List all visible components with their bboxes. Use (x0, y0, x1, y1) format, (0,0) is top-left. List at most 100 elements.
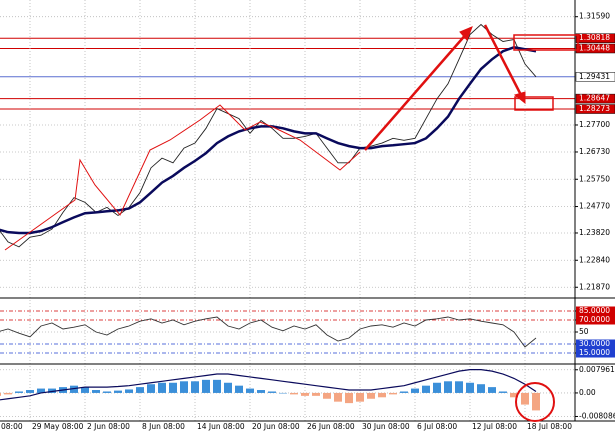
y-tick-label: 30.0000 (579, 339, 610, 348)
histogram-bar (224, 382, 232, 393)
histogram-bar (532, 392, 540, 411)
histogram-bar (169, 382, 177, 393)
price-label: 1.28647 (579, 94, 610, 103)
price-label: 1.30818 (579, 33, 610, 42)
highlight-box (513, 34, 579, 51)
histogram-bar (290, 392, 298, 395)
y-tick-label: 1.23820 (579, 228, 610, 237)
histogram-bar (312, 392, 320, 396)
price-label: 1.28273 (579, 104, 610, 113)
histogram-bar (37, 388, 45, 393)
histogram-bar (378, 392, 386, 398)
x-tick-label: 8 Jun 08:00 (142, 422, 185, 431)
histogram-bar (180, 381, 188, 393)
x-tick-label: 26 Jun 08:00 (307, 422, 355, 431)
histogram-bar (136, 387, 144, 393)
price-label-bg (575, 93, 615, 104)
histogram-bar (323, 392, 331, 399)
price-label-bg (575, 72, 615, 82)
histogram-bar (433, 382, 441, 393)
highlight-circle (515, 382, 555, 422)
x-tick-label: 08:00 (1, 422, 23, 431)
y-tick-label-bg (576, 306, 615, 316)
x-tick-label: 6 Jul 08:00 (417, 422, 457, 431)
price-label-bg (575, 104, 615, 114)
histogram-bar (400, 391, 408, 393)
histogram-bar (499, 391, 507, 393)
annotations (4, 24, 579, 422)
histogram-bar (235, 385, 243, 393)
histogram-bar (422, 385, 430, 393)
histogram-bar (125, 389, 133, 393)
histogram-bar (4, 392, 12, 395)
histogram-bar (521, 392, 529, 405)
y-tick-label-bg (576, 315, 615, 325)
price-label-bg (575, 43, 615, 54)
trend-lines (4, 104, 361, 251)
y-tick-label: 70.0000 (579, 315, 610, 324)
y-tick-label: 1.21870 (579, 282, 610, 291)
x-tick-label: 14 Jun 08:00 (197, 422, 245, 431)
histogram-bar (26, 390, 34, 393)
histogram-bar (455, 381, 463, 393)
histogram-bar (345, 392, 353, 404)
histogram-bar (279, 392, 287, 394)
highlight-box (514, 96, 554, 111)
x-tick-label: 12 Jul 08:00 (472, 422, 517, 431)
y-tick-label: 15.0000 (579, 348, 610, 357)
arrow-down (483, 24, 524, 98)
histogram-bar (114, 390, 122, 393)
histogram-bar (70, 385, 78, 393)
y-tick-label: 1.26730 (579, 147, 610, 156)
grid-layer (0, 0, 575, 421)
arrow-head (459, 26, 473, 41)
price-label-bg (575, 33, 615, 43)
arrow-up (364, 31, 469, 151)
y-tick-label-bg (576, 348, 615, 358)
x-tick-label: 29 May 08:00 (32, 422, 84, 431)
histogram-bar (191, 381, 199, 393)
histogram-bar (103, 391, 111, 393)
histogram-bar (15, 391, 23, 393)
y-tick-label: 0.0079617 (579, 365, 615, 374)
y-tick-label: 1.22840 (579, 255, 610, 264)
histogram-bar (257, 390, 265, 393)
histogram-bar (466, 382, 474, 393)
histogram-bar (411, 388, 419, 393)
histogram-bar (92, 390, 100, 393)
histogram-bar (246, 388, 254, 393)
y-tick-label-bg (576, 339, 615, 349)
histogram-bar (477, 384, 485, 393)
y-tick-label: 1.27700 (579, 120, 610, 129)
x-tick-label: 30 Jun 08:00 (362, 422, 410, 431)
histogram-bar (301, 392, 309, 396)
histogram-bar (488, 387, 496, 393)
histogram-bar (356, 392, 364, 402)
price-label: 1.29431 (579, 72, 610, 81)
x-tick-label: 2 Jun 08:00 (87, 422, 130, 431)
histogram-bar (334, 392, 342, 402)
y-tick-label: 0.00 (579, 388, 596, 397)
y-tick-label: 1.25750 (579, 174, 610, 183)
histogram-bar (367, 392, 375, 399)
y-tick-label: -0.008086 (579, 411, 615, 420)
histogram-bar (147, 384, 155, 393)
marks-layer (0, 23, 540, 411)
y-tick-label: 50 (579, 327, 589, 336)
series-line (0, 46, 537, 235)
histogram-bar (444, 381, 452, 393)
histogram-bar (81, 387, 89, 393)
y-tick-label: 1.24770 (579, 202, 610, 211)
x-tick-label: 20 Jun 08:00 (252, 422, 300, 431)
histogram-bar (0, 392, 1, 396)
price-label: 1.30448 (579, 43, 610, 52)
histogram-bar (202, 379, 210, 393)
series-line (0, 369, 537, 401)
histogram-bar (158, 382, 166, 393)
y-tick-label: 85.0000 (579, 306, 610, 315)
histogram-bar (48, 388, 56, 393)
